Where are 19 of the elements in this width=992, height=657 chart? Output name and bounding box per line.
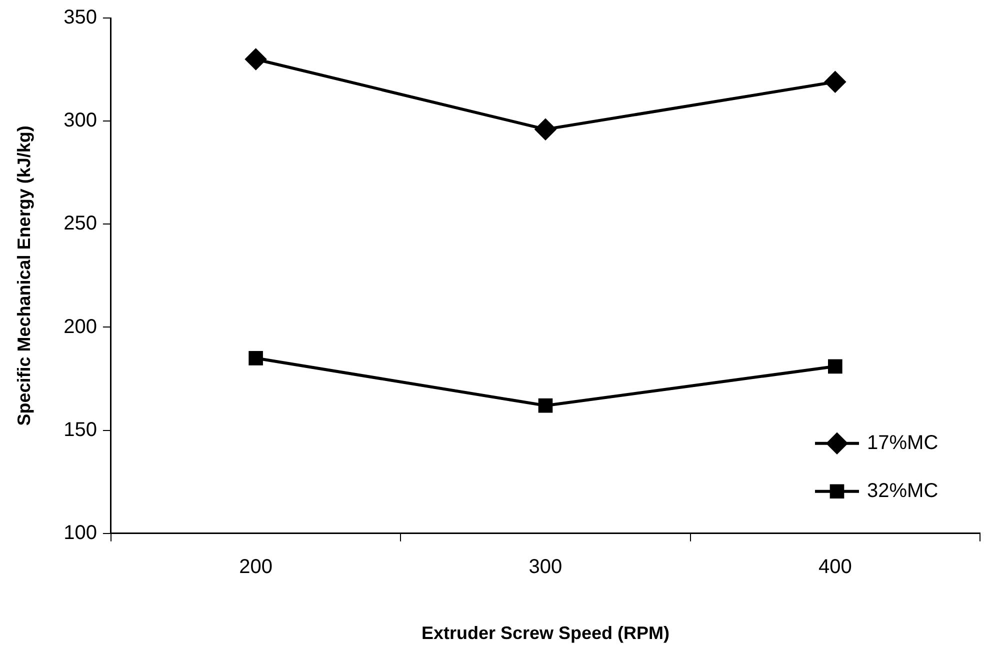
point [245, 48, 266, 70]
x-axis-title: Extruder Screw Speed (RPM) [421, 623, 670, 644]
y-tick-label: 300 [64, 110, 97, 132]
x-tick-label: 300 [528, 556, 562, 578]
point [828, 359, 842, 374]
y-tick-label: 200 [64, 316, 97, 338]
point [534, 118, 556, 140]
legend-label: 17%MC [867, 432, 938, 454]
point [248, 351, 263, 366]
y-axis-title: Specific Mechanical Energy (kJ/kg) [14, 126, 34, 426]
point [824, 71, 846, 92]
y-tick-label: 150 [64, 418, 97, 441]
x-tick-label: 200 [239, 556, 272, 578]
point [538, 398, 553, 413]
legend-label: 32%MC [867, 480, 938, 502]
x-tick-label: 400 [818, 556, 852, 578]
y-tick-label: 100 [64, 522, 97, 544]
y-tick-label: 250 [64, 212, 97, 235]
y-tick-label: 350 [64, 6, 97, 29]
